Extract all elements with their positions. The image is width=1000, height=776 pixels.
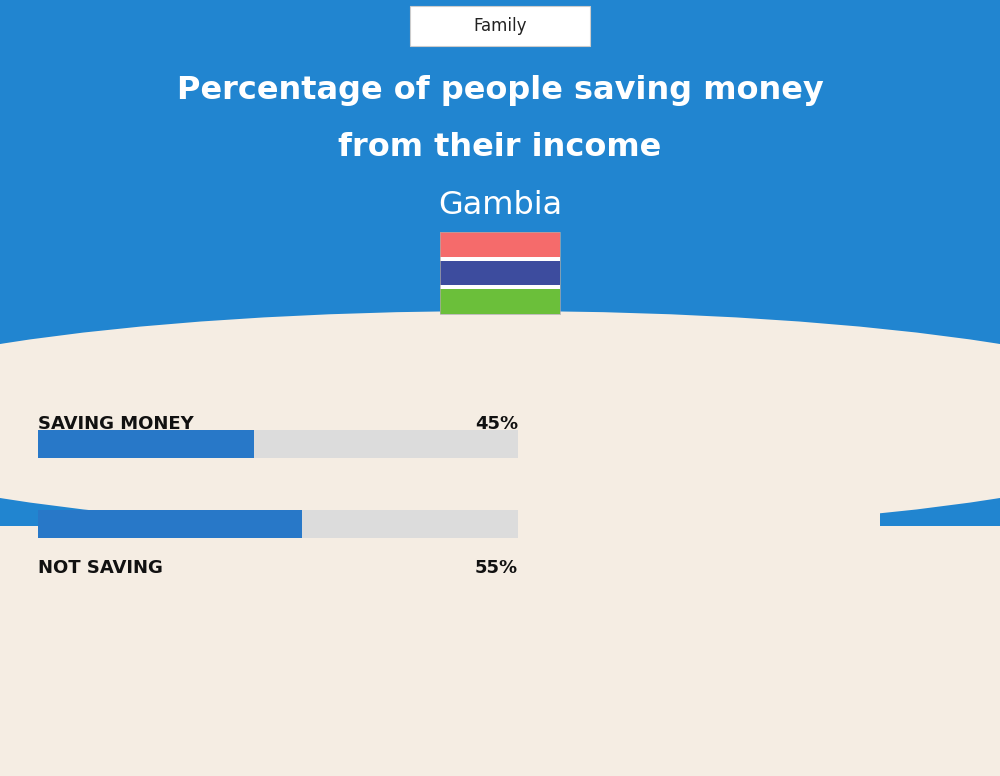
- Text: SAVING MONEY: SAVING MONEY: [38, 415, 194, 433]
- Bar: [440, 286, 560, 289]
- Bar: [38, 510, 302, 538]
- Bar: [38, 430, 518, 458]
- Bar: [440, 261, 560, 286]
- Bar: [0, 0, 1000, 436]
- Text: 45%: 45%: [475, 415, 518, 433]
- Bar: [880, 436, 1000, 526]
- Bar: [440, 289, 560, 314]
- Text: Gambia: Gambia: [438, 190, 562, 221]
- Bar: [440, 232, 560, 257]
- Bar: [38, 510, 518, 538]
- Text: 55%: 55%: [475, 559, 518, 577]
- Bar: [38, 430, 254, 458]
- Bar: [0, 436, 120, 526]
- Text: Family: Family: [473, 17, 527, 35]
- Text: from their income: from their income: [338, 133, 662, 164]
- Text: NOT SAVING: NOT SAVING: [38, 559, 163, 577]
- FancyBboxPatch shape: [410, 6, 590, 46]
- Bar: [440, 257, 560, 261]
- Text: Percentage of people saving money: Percentage of people saving money: [177, 75, 823, 106]
- Ellipse shape: [0, 311, 1000, 531]
